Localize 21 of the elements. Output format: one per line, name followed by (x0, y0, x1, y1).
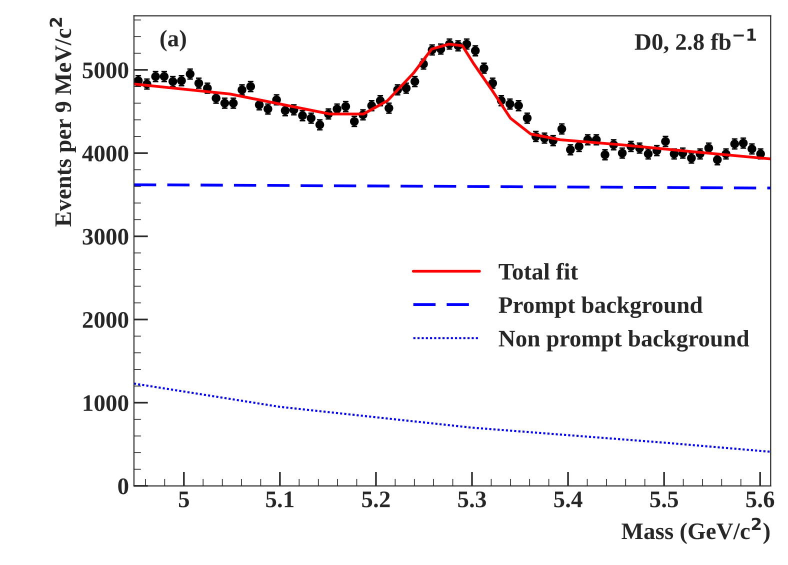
y-tick-label: 2000 (82, 312, 128, 328)
x-tick-label: 5.2 (362, 492, 390, 508)
x-tick-label: 5.6 (746, 492, 774, 508)
annotation: D0, 2.8 fb$^{−1}$ (634, 28, 756, 54)
y-tick-label: 3000 (82, 228, 128, 245)
x-tick-label: 5.4 (554, 492, 582, 508)
x-axis-title: Mass (GeV/c$^{2}$) (622, 518, 770, 544)
legend-label: Non prompt background (498, 330, 750, 352)
y-tick-label: 0 (118, 478, 128, 494)
line-series (134, 382, 771, 453)
x-tick-label: 5 (178, 492, 189, 508)
y-tick-label: 5000 (82, 62, 128, 78)
x-tick-label: 5.1 (266, 492, 294, 508)
x-tick-label: 5.3 (458, 492, 486, 508)
y-tick-label: 1000 (84, 395, 128, 412)
y-tick-label: 4000 (82, 146, 128, 162)
x-tick-label: 5.5 (650, 492, 678, 508)
legend-label: Total fit (498, 262, 578, 280)
annotation: (a) (160, 30, 186, 52)
legend-label: Prompt background (498, 296, 703, 318)
y-axis-title: Events per 9 MeV/c$^{2}$ (50, 18, 76, 226)
